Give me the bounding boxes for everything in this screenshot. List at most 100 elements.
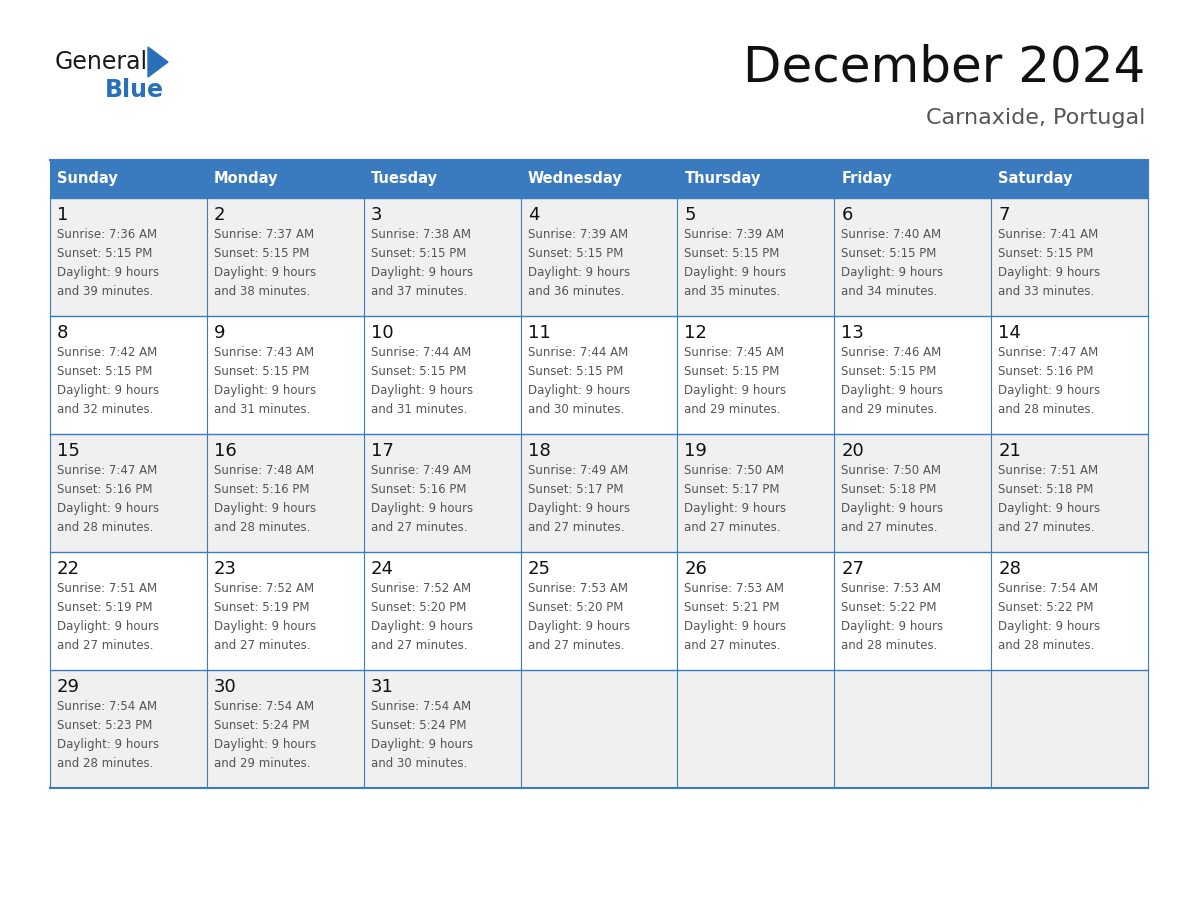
- Text: Daylight: 9 hours: Daylight: 9 hours: [998, 384, 1100, 397]
- Text: Daylight: 9 hours: Daylight: 9 hours: [214, 738, 316, 751]
- Text: Daylight: 9 hours: Daylight: 9 hours: [998, 620, 1100, 633]
- Text: Sunset: 5:18 PM: Sunset: 5:18 PM: [998, 483, 1093, 496]
- Text: 1: 1: [57, 206, 69, 224]
- Text: Sunrise: 7:38 AM: Sunrise: 7:38 AM: [371, 228, 470, 241]
- Text: Sunrise: 7:44 AM: Sunrise: 7:44 AM: [371, 346, 470, 359]
- Bar: [991, 552, 1148, 670]
- Text: Sunday: Sunday: [57, 172, 118, 186]
- Bar: [677, 198, 834, 316]
- Text: Sunset: 5:23 PM: Sunset: 5:23 PM: [57, 719, 152, 732]
- Text: and 28 minutes.: and 28 minutes.: [214, 521, 310, 534]
- Text: Sunrise: 7:40 AM: Sunrise: 7:40 AM: [841, 228, 941, 241]
- Text: and 34 minutes.: and 34 minutes.: [841, 285, 937, 298]
- Text: 4: 4: [527, 206, 539, 224]
- Text: Sunrise: 7:45 AM: Sunrise: 7:45 AM: [684, 346, 784, 359]
- Text: Friday: Friday: [841, 172, 892, 186]
- Bar: [834, 316, 991, 434]
- Text: Sunrise: 7:39 AM: Sunrise: 7:39 AM: [527, 228, 627, 241]
- Text: Daylight: 9 hours: Daylight: 9 hours: [841, 502, 943, 515]
- Bar: [991, 316, 1148, 434]
- Text: Daylight: 9 hours: Daylight: 9 hours: [371, 266, 473, 279]
- Text: Daylight: 9 hours: Daylight: 9 hours: [684, 384, 786, 397]
- Text: and 28 minutes.: and 28 minutes.: [57, 521, 153, 534]
- Text: 2: 2: [214, 206, 226, 224]
- Bar: [364, 670, 520, 788]
- Text: Daylight: 9 hours: Daylight: 9 hours: [57, 502, 159, 515]
- Text: and 31 minutes.: and 31 minutes.: [371, 403, 467, 416]
- Text: Daylight: 9 hours: Daylight: 9 hours: [214, 620, 316, 633]
- Bar: [207, 316, 364, 434]
- Text: and 27 minutes.: and 27 minutes.: [214, 639, 310, 652]
- Text: Sunset: 5:15 PM: Sunset: 5:15 PM: [57, 247, 152, 260]
- Text: Daylight: 9 hours: Daylight: 9 hours: [57, 620, 159, 633]
- Text: 24: 24: [371, 560, 393, 578]
- Text: 9: 9: [214, 324, 226, 342]
- Text: Sunrise: 7:49 AM: Sunrise: 7:49 AM: [371, 464, 470, 477]
- Text: Daylight: 9 hours: Daylight: 9 hours: [57, 384, 159, 397]
- Text: and 39 minutes.: and 39 minutes.: [57, 285, 153, 298]
- Text: Sunset: 5:16 PM: Sunset: 5:16 PM: [57, 483, 152, 496]
- Text: 29: 29: [57, 678, 80, 696]
- Text: Sunrise: 7:47 AM: Sunrise: 7:47 AM: [998, 346, 1099, 359]
- Bar: [677, 160, 834, 198]
- Text: General: General: [55, 50, 148, 74]
- Text: and 27 minutes.: and 27 minutes.: [371, 521, 467, 534]
- Text: Sunset: 5:17 PM: Sunset: 5:17 PM: [527, 483, 623, 496]
- Text: Sunset: 5:17 PM: Sunset: 5:17 PM: [684, 483, 781, 496]
- Text: and 28 minutes.: and 28 minutes.: [57, 757, 153, 770]
- Bar: [50, 316, 207, 434]
- Text: Sunset: 5:16 PM: Sunset: 5:16 PM: [214, 483, 309, 496]
- Bar: [364, 434, 520, 552]
- Text: Sunrise: 7:54 AM: Sunrise: 7:54 AM: [214, 700, 314, 713]
- Text: 11: 11: [527, 324, 550, 342]
- Bar: [50, 198, 207, 316]
- Text: 21: 21: [998, 442, 1020, 460]
- Bar: [364, 160, 520, 198]
- Bar: [991, 160, 1148, 198]
- Text: December 2024: December 2024: [742, 44, 1145, 92]
- Bar: [364, 552, 520, 670]
- Text: Sunrise: 7:52 AM: Sunrise: 7:52 AM: [371, 582, 470, 595]
- Text: Sunrise: 7:53 AM: Sunrise: 7:53 AM: [527, 582, 627, 595]
- Text: Daylight: 9 hours: Daylight: 9 hours: [527, 620, 630, 633]
- Text: and 27 minutes.: and 27 minutes.: [371, 639, 467, 652]
- Text: 20: 20: [841, 442, 864, 460]
- Text: Sunset: 5:19 PM: Sunset: 5:19 PM: [214, 601, 309, 614]
- Bar: [834, 198, 991, 316]
- Text: 13: 13: [841, 324, 864, 342]
- Text: and 27 minutes.: and 27 minutes.: [57, 639, 153, 652]
- Text: Sunset: 5:15 PM: Sunset: 5:15 PM: [684, 365, 779, 378]
- Text: Sunrise: 7:47 AM: Sunrise: 7:47 AM: [57, 464, 157, 477]
- Text: 23: 23: [214, 560, 236, 578]
- Text: Daylight: 9 hours: Daylight: 9 hours: [998, 502, 1100, 515]
- Text: and 29 minutes.: and 29 minutes.: [214, 757, 310, 770]
- Text: Sunrise: 7:52 AM: Sunrise: 7:52 AM: [214, 582, 314, 595]
- Text: and 28 minutes.: and 28 minutes.: [998, 403, 1094, 416]
- Text: 25: 25: [527, 560, 550, 578]
- Text: 26: 26: [684, 560, 707, 578]
- Bar: [364, 316, 520, 434]
- Bar: [207, 198, 364, 316]
- Text: 10: 10: [371, 324, 393, 342]
- Bar: [50, 434, 207, 552]
- Bar: [677, 316, 834, 434]
- Text: Sunset: 5:15 PM: Sunset: 5:15 PM: [527, 247, 623, 260]
- Text: 28: 28: [998, 560, 1020, 578]
- Text: Sunset: 5:24 PM: Sunset: 5:24 PM: [371, 719, 466, 732]
- Text: and 29 minutes.: and 29 minutes.: [684, 403, 781, 416]
- Text: Sunrise: 7:43 AM: Sunrise: 7:43 AM: [214, 346, 314, 359]
- Text: Daylight: 9 hours: Daylight: 9 hours: [214, 266, 316, 279]
- Bar: [207, 552, 364, 670]
- Text: Sunset: 5:15 PM: Sunset: 5:15 PM: [841, 365, 936, 378]
- Text: and 37 minutes.: and 37 minutes.: [371, 285, 467, 298]
- Text: Sunset: 5:22 PM: Sunset: 5:22 PM: [841, 601, 937, 614]
- Text: Daylight: 9 hours: Daylight: 9 hours: [841, 384, 943, 397]
- Text: Sunset: 5:15 PM: Sunset: 5:15 PM: [841, 247, 936, 260]
- Text: and 29 minutes.: and 29 minutes.: [841, 403, 937, 416]
- Text: and 27 minutes.: and 27 minutes.: [684, 639, 781, 652]
- Text: Sunset: 5:16 PM: Sunset: 5:16 PM: [371, 483, 466, 496]
- Text: Daylight: 9 hours: Daylight: 9 hours: [684, 502, 786, 515]
- Bar: [207, 160, 364, 198]
- Text: and 35 minutes.: and 35 minutes.: [684, 285, 781, 298]
- Text: Daylight: 9 hours: Daylight: 9 hours: [371, 384, 473, 397]
